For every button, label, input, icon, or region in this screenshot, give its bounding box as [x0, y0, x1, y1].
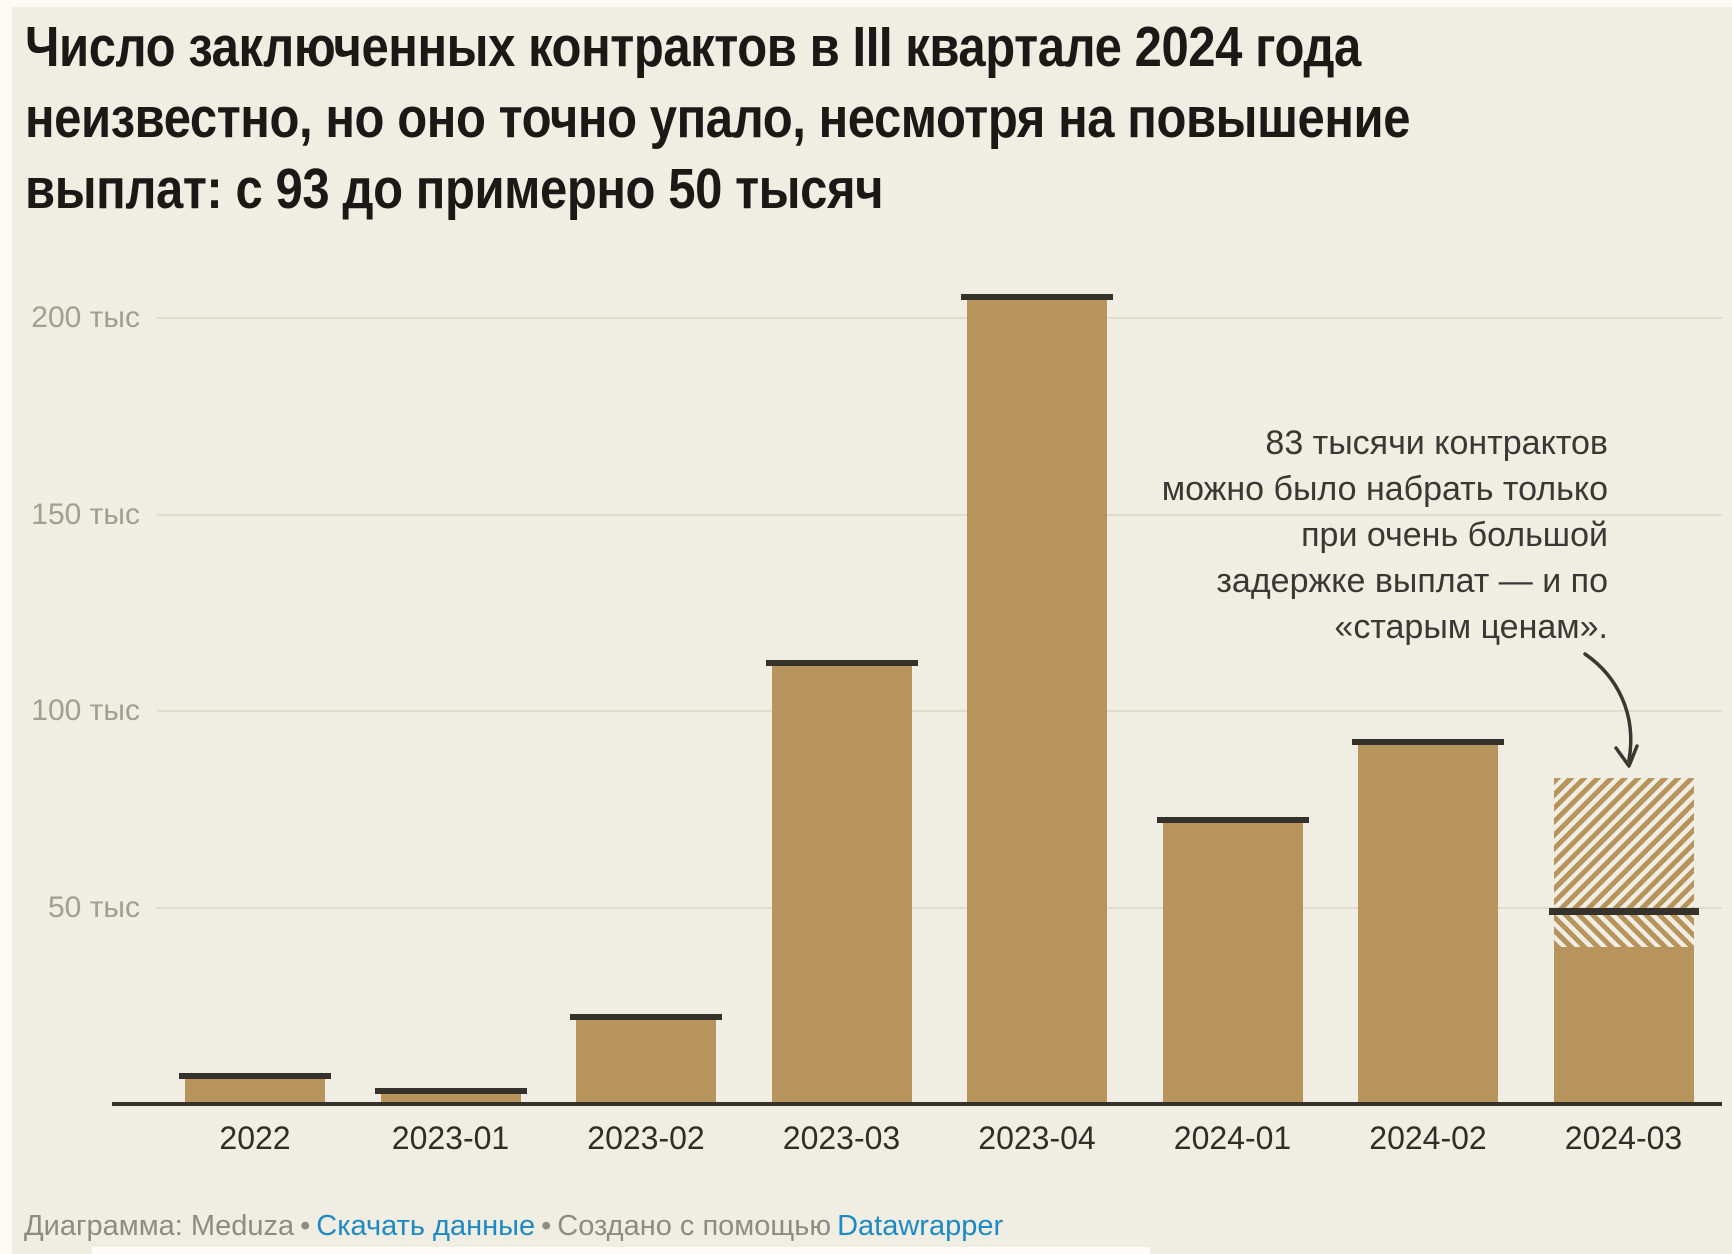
page-edge-bottom: [92, 1247, 1150, 1254]
gridline-150: [157, 513, 1722, 516]
x-axis-tick-label: 2023-02: [587, 1120, 705, 1156]
bar-cap-2023-04: [961, 294, 1113, 301]
chart-title-line: неизвестно, но оно точно упало, несмотря…: [25, 86, 1411, 150]
bar-2024-01: [1162, 823, 1303, 1106]
y-axis-tick-label: 150 тыс: [31, 497, 140, 531]
chart-title-line: Число заключенных контрактов в III кварт…: [25, 15, 1361, 79]
bar-cap-2024-02: [1352, 738, 1504, 745]
x-axis-tick-label: 2024-02: [1369, 1120, 1487, 1156]
bar-2022: [185, 1078, 325, 1106]
footer-attribution: Диаграмма: Meduza • Скачать данные • Создано…: [24, 1210, 1009, 1243]
annotation-line: «старым ценам».: [1334, 608, 1608, 646]
estimate-marker-line: [1548, 908, 1699, 916]
bar-2024-03: [1553, 946, 1694, 1106]
bar-2023-02: [576, 1019, 716, 1106]
x-axis-tick-label: 2023-01: [391, 1120, 510, 1156]
annotation-line: при очень большой: [1301, 516, 1608, 554]
x-axis-tick-label: 2023-03: [782, 1120, 901, 1156]
chart-title-line: выплат: с 93 до примерно 50 тысяч: [25, 157, 884, 221]
gridline-200: [157, 317, 1722, 319]
bar-cap-2023-03: [765, 659, 918, 666]
footer-separator: •: [541, 1210, 552, 1242]
bar-2023-03: [771, 665, 912, 1106]
x-axis-tick-label: 2022: [219, 1120, 291, 1156]
annotation-line: можно было набрать только: [1161, 470, 1608, 508]
bar-cap-2024-01: [1156, 817, 1309, 824]
estimate-hatch-upper: [1553, 777, 1694, 912]
bar-2023-04: [967, 300, 1107, 1106]
gridline-50: [157, 906, 1722, 909]
footer-source: Диаграмма: Meduza: [24, 1210, 295, 1242]
annotation-text: 83 тысячи контрактов можно было набрать т…: [1048, 420, 1608, 650]
page-edge-left: [0, 0, 12, 1254]
annotation-line: 83 тысячи контрактов: [1265, 424, 1608, 462]
datawrapper-link[interactable]: Datawrapper: [837, 1210, 1004, 1242]
estimate-hatch-lower: [1553, 911, 1694, 947]
bar-cap-2022: [179, 1072, 331, 1079]
bar-2024-02: [1358, 744, 1498, 1106]
bar-cap-2023-02: [570, 1013, 722, 1020]
x-axis-tick-label: 2023-04: [978, 1120, 1096, 1156]
bar-cap-2023-01: [374, 1088, 527, 1095]
x-axis-line: [112, 1102, 1722, 1106]
download-data-link[interactable]: Скачать данные: [316, 1210, 536, 1242]
footer-created-with: Создано с помощью: [557, 1210, 832, 1242]
page-edge-top: [0, 0, 1732, 7]
bar-2023-01: [380, 1094, 521, 1106]
x-axis-tick-label: 2024-01: [1173, 1120, 1292, 1156]
x-axis-tick-label: 2024-03: [1564, 1120, 1683, 1156]
y-axis-tick-label: 100 тыс: [31, 694, 140, 727]
y-axis-tick-label: 50 тыс: [47, 890, 140, 924]
annotation-arrow-icon: [1583, 652, 1639, 768]
gridline-100: [157, 710, 1722, 712]
annotation-line: задержке выплат — и по: [1216, 562, 1608, 600]
chart-title: Число заключенных контрактов в III кварт…: [25, 12, 1732, 225]
footer-separator: •: [300, 1210, 311, 1242]
y-axis-tick-label: 200 тыс: [31, 301, 140, 334]
